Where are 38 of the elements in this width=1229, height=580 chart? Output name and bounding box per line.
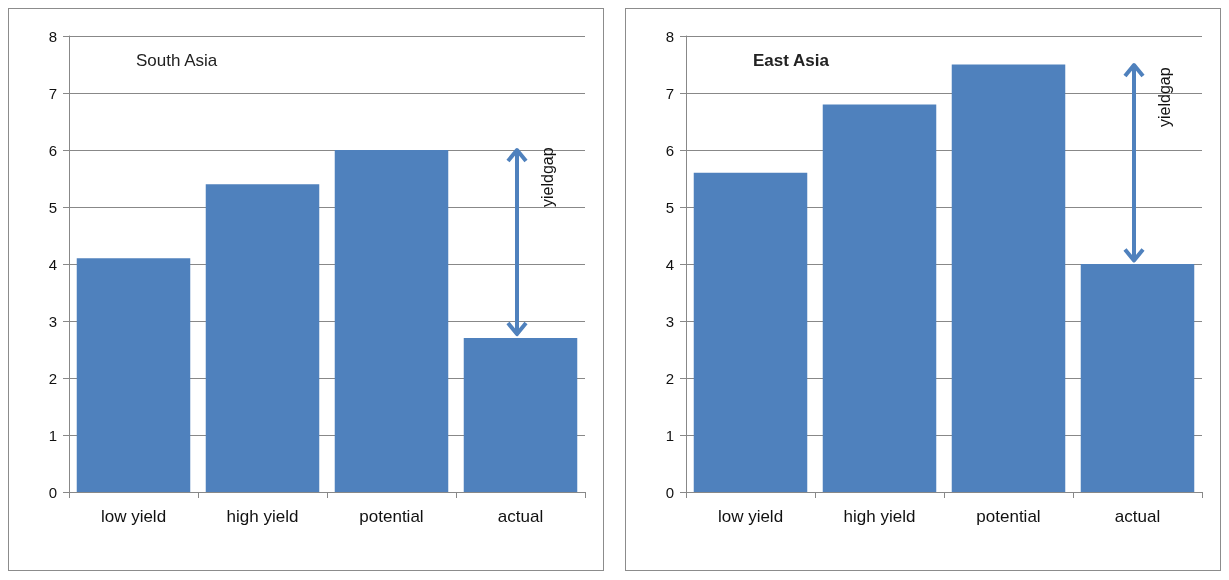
x-tick-label: high yield bbox=[843, 507, 916, 526]
y-tick-label: 7 bbox=[665, 84, 674, 102]
x-tick-label: high yield bbox=[226, 507, 299, 526]
y-tick-label: 2 bbox=[48, 369, 57, 387]
x-tick-label: low yield bbox=[100, 507, 167, 526]
bar bbox=[76, 258, 191, 492]
bar bbox=[463, 338, 578, 492]
x-tick-label: potential bbox=[976, 507, 1041, 526]
x-tick-label: low yield bbox=[717, 507, 784, 526]
y-tick-label: 8 bbox=[665, 27, 674, 45]
bar bbox=[951, 64, 1066, 492]
annotation: yieldgap bbox=[1155, 67, 1174, 128]
y-tick-label: 6 bbox=[665, 141, 674, 159]
bar bbox=[822, 104, 937, 492]
text: South Asia bbox=[136, 51, 218, 70]
x-tick-label: actual bbox=[1114, 507, 1161, 526]
text: East Asia bbox=[753, 51, 830, 70]
y-tick-label: 7 bbox=[48, 84, 57, 102]
bar bbox=[334, 150, 449, 492]
y-tick-label: 3 bbox=[665, 312, 674, 330]
y-tick-label: 1 bbox=[665, 426, 674, 444]
annotation: yieldgap bbox=[538, 147, 557, 207]
y-tick-label: 4 bbox=[665, 255, 674, 273]
bar bbox=[693, 172, 808, 492]
y-tick-label: 3 bbox=[48, 312, 57, 330]
bar bbox=[1080, 264, 1195, 492]
y-tick-label: 4 bbox=[48, 255, 57, 273]
y-tick-label: 2 bbox=[665, 369, 674, 387]
y-tick-label: 1 bbox=[48, 426, 57, 444]
y-tick-label: 0 bbox=[48, 483, 57, 501]
y-tick-label: 5 bbox=[665, 198, 674, 216]
y-tick-label: 8 bbox=[48, 27, 57, 45]
x-tick-label: actual bbox=[497, 507, 544, 526]
x-tick-label: potential bbox=[359, 507, 424, 526]
y-tick-label: 6 bbox=[48, 141, 57, 159]
y-tick-label: 5 bbox=[48, 198, 57, 216]
y-tick-label: 0 bbox=[665, 483, 674, 501]
bar bbox=[205, 184, 320, 492]
